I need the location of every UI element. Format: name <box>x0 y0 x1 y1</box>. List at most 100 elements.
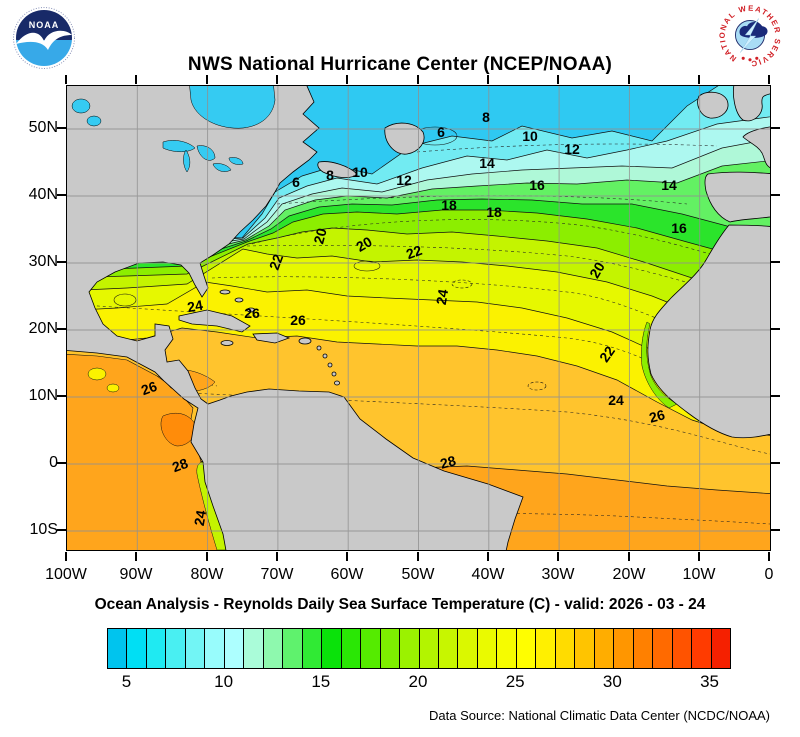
colorbar-cell <box>321 629 341 668</box>
x-axis-label: 0 <box>764 566 774 583</box>
colorbar-tick-label: 5 <box>121 672 132 691</box>
colorbar-cell <box>399 629 419 668</box>
colorbar-cell <box>126 629 146 668</box>
y-axis-label: 10N <box>28 387 58 404</box>
x-axis-tick-top <box>557 75 559 84</box>
x-axis-tick <box>206 552 208 561</box>
lake-huron <box>196 145 216 161</box>
colorbar-cell <box>223 629 244 668</box>
page-title: NWS National Hurricane Center (NCEP/NOAA… <box>187 54 613 75</box>
colorbar-cell <box>301 629 322 668</box>
map-subtitle: Ocean Analysis - Reynolds Daily Sea Surf… <box>94 596 706 613</box>
y-axis-tick <box>57 462 66 464</box>
x-axis-tick-top <box>487 75 489 84</box>
colorbar-cell <box>535 629 555 668</box>
y-axis-label: 50N <box>28 119 58 136</box>
land-africa <box>647 224 770 439</box>
y-axis-tick <box>57 261 66 263</box>
land-iberia <box>704 171 770 223</box>
x-axis-tick <box>346 552 348 561</box>
x-axis-label: 90W <box>119 566 153 583</box>
colorbar-cell <box>691 629 711 668</box>
x-axis-tick <box>65 552 67 561</box>
colorbar-cell <box>710 629 730 668</box>
y-axis-tick-right <box>771 328 780 330</box>
land-americas <box>67 86 524 550</box>
x-axis-tick-top <box>417 75 419 84</box>
y-axis-tick <box>57 194 66 196</box>
x-axis-label: 50W <box>401 566 435 583</box>
sst-map-canvas <box>67 86 770 550</box>
x-axis-tick <box>557 552 559 561</box>
y-axis-tick <box>57 127 66 129</box>
y-axis-label: 10S <box>29 521 58 538</box>
graticule <box>67 86 770 550</box>
y-axis-tick <box>57 395 66 397</box>
x-axis-tick-top <box>65 75 67 84</box>
colorbar-cell <box>457 629 477 668</box>
y-axis-tick-right <box>771 395 780 397</box>
x-axis-tick-top <box>206 75 208 84</box>
y-axis-label: 30N <box>28 253 58 270</box>
colorbar-cell <box>360 629 380 668</box>
colorbar-cell <box>574 629 594 668</box>
colorbar-cell <box>593 629 614 668</box>
x-axis-label: 100W <box>45 566 87 583</box>
colorbar-cell <box>515 629 536 668</box>
x-axis-tick-top <box>628 75 630 84</box>
lakes <box>71 86 276 173</box>
x-axis-tick-top <box>276 75 278 84</box>
y-axis-tick-right <box>771 529 780 531</box>
lake-superior <box>162 140 196 152</box>
x-axis-tick-top <box>698 75 700 84</box>
colorbar <box>107 628 731 669</box>
land-britain <box>733 86 770 122</box>
land-ireland <box>697 91 729 119</box>
colorbar-cell <box>554 629 575 668</box>
y-axis-tick-right <box>771 194 780 196</box>
x-axis-label: 10W <box>682 566 716 583</box>
colorbar-cell <box>437 629 458 668</box>
x-axis-tick-top <box>346 75 348 84</box>
noaa-logo-icon: NOAA <box>12 6 76 75</box>
land-newfoundland <box>384 122 425 155</box>
lake-ontario <box>228 157 244 165</box>
x-axis-label: 70W <box>260 566 294 583</box>
colorbar-cell <box>476 629 497 668</box>
y-axis-tick <box>57 328 66 330</box>
colorbar-tick-label: 10 <box>214 672 234 691</box>
y-axis-label: 20N <box>28 320 58 337</box>
colorbar-tick-label: 15 <box>311 672 331 691</box>
x-axis-tick <box>768 552 770 561</box>
colorbar-cell <box>671 629 692 668</box>
colorbar-cell <box>145 629 166 668</box>
y-axis-tick-right <box>771 127 780 129</box>
colorbar-cell <box>340 629 361 668</box>
land-novascotia <box>317 161 358 178</box>
y-axis-tick-right <box>771 261 780 263</box>
sst-map: 6 8 10 12 14 6 8 10 12 16 14 16 18 18 20 20 22 20 22 24 26 26… <box>66 85 771 551</box>
x-axis-label: 20W <box>612 566 646 583</box>
x-axis-tick-top <box>135 75 137 84</box>
lake-erie <box>212 163 232 172</box>
x-axis-tick <box>417 552 419 561</box>
x-axis-tick <box>698 552 700 561</box>
x-axis-label: 60W <box>330 566 364 583</box>
colorbar-cell <box>418 629 438 668</box>
hudson-bay <box>189 86 276 129</box>
colorbar-tick-label: 20 <box>408 672 428 691</box>
colorbar-cell <box>184 629 205 668</box>
land-puerto-rico <box>298 337 312 345</box>
x-axis-label: 80W <box>190 566 224 583</box>
nws-logo-icon: NATIONAL WEATHER SERVICE <box>715 0 782 73</box>
y-axis-tick-right <box>771 462 780 464</box>
x-axis-tick <box>276 552 278 561</box>
colorbar-cell <box>652 629 672 668</box>
colorbar-cell <box>165 629 185 668</box>
x-axis-label: 40W <box>471 566 505 583</box>
x-axis-label: 30W <box>541 566 575 583</box>
landmasses <box>67 86 770 550</box>
noaa-logo-text: NOAA <box>29 20 60 30</box>
land-hispaniola <box>252 332 291 344</box>
